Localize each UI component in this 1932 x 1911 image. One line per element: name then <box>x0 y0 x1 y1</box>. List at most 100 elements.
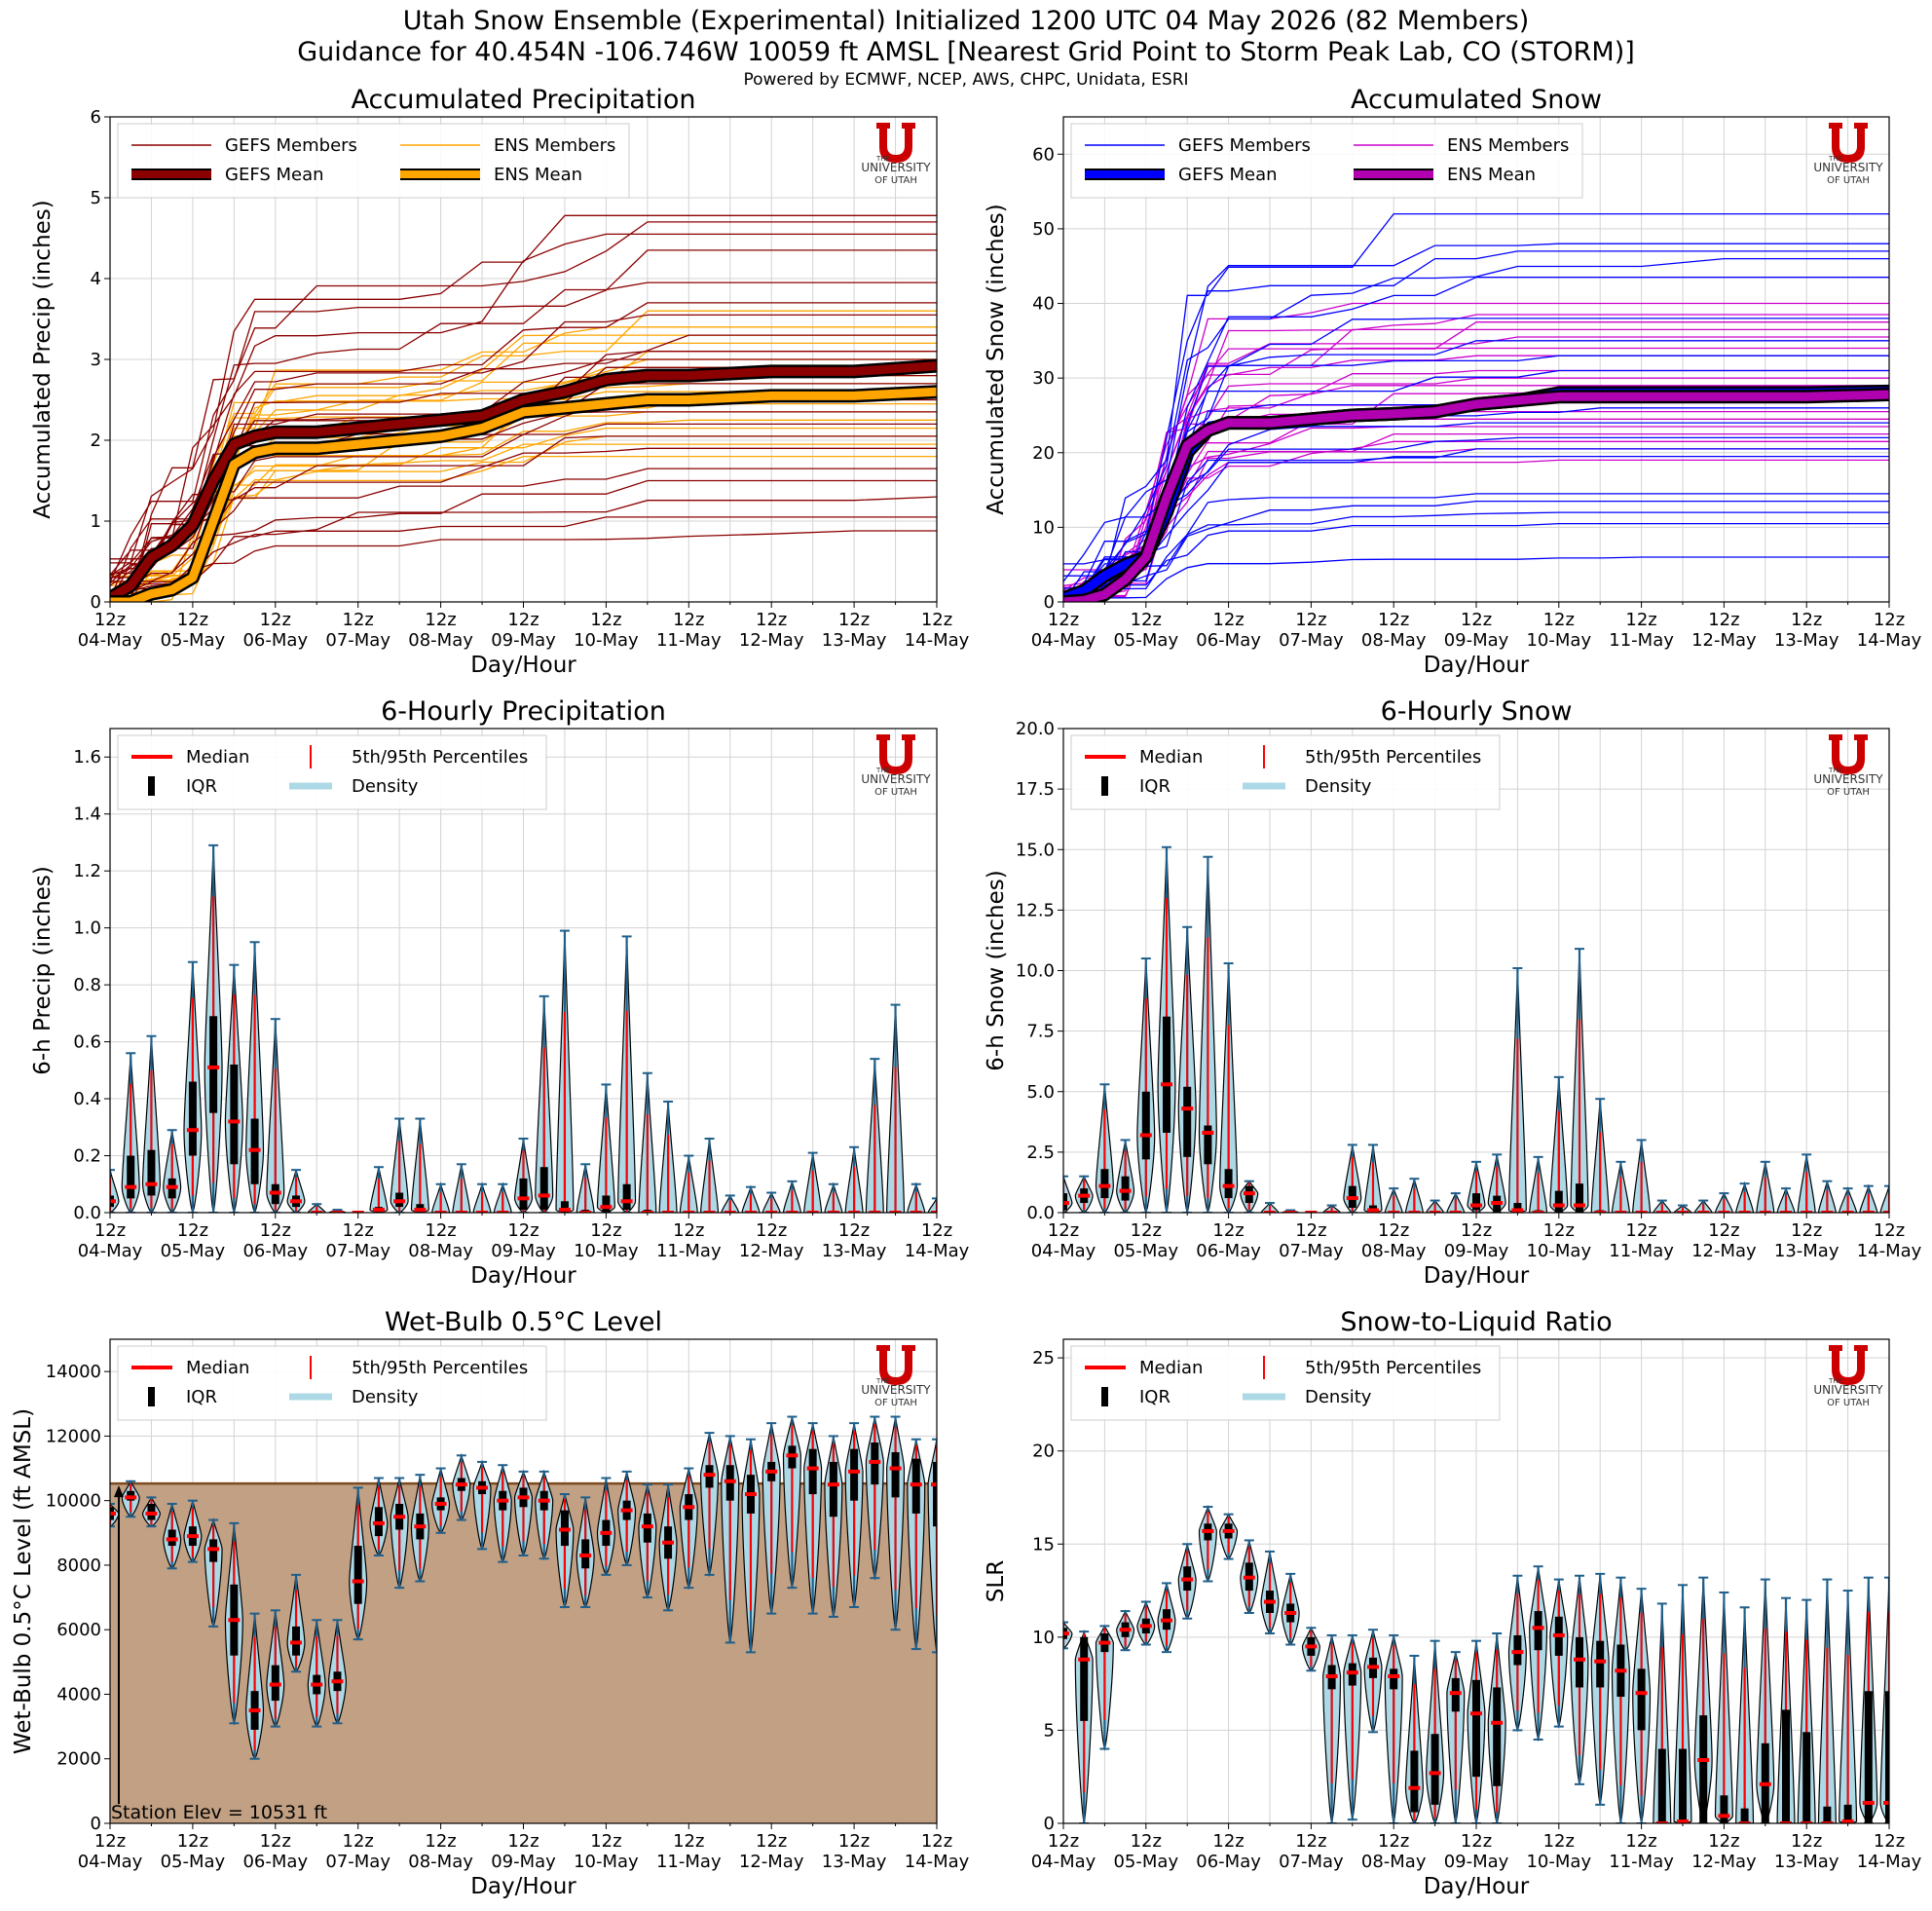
violin-24 <box>1549 1578 1569 1729</box>
violin-6 <box>1177 925 1197 1213</box>
violin-13 <box>369 1166 389 1213</box>
x-tick-hour-label: 12z <box>343 1220 374 1241</box>
violin-22 <box>1507 1574 1527 1733</box>
logo-text-of-utah: OF UTAH <box>1827 1398 1870 1408</box>
figure-subtitle: Guidance for 40.454N -106.746W 10059 ft … <box>297 37 1635 67</box>
iqr-bar <box>1183 1086 1192 1157</box>
logo-text-the: THE <box>1828 155 1842 163</box>
ens-member-line <box>110 334 937 602</box>
legend-box <box>1070 123 1583 199</box>
utah-u-mark <box>1829 123 1868 163</box>
logo-text-university: UNIVERSITY <box>1813 1383 1883 1397</box>
violin-density <box>927 1197 937 1213</box>
legend-label-iqr: IQR <box>186 776 217 797</box>
x-tick-day-label: 06-May <box>242 1852 308 1872</box>
violin-1 <box>1074 1175 1094 1213</box>
legend-label-median: Median <box>1139 747 1203 768</box>
violin-3 <box>163 1502 182 1570</box>
x-tick-day-label: 07-May <box>325 630 390 651</box>
gefs-member-line <box>110 423 937 586</box>
x-tick-hour-label: 12z <box>921 610 952 630</box>
x-tick-hour-label: 12z <box>425 1220 456 1241</box>
violin-33 <box>1735 1180 1755 1213</box>
iqr-bar <box>1576 1183 1583 1213</box>
violin-0 <box>110 1502 120 1528</box>
x-tick-hour-label: 12z <box>260 610 291 630</box>
logo-text-the: THE <box>1828 767 1842 774</box>
x-tick-hour-label: 12z <box>590 1220 621 1241</box>
violin-34 <box>1756 1160 1775 1213</box>
violin-33 <box>1735 1606 1755 1823</box>
iqr-bar <box>1864 1691 1873 1823</box>
station-elevation-annotation: Station Elev = 10531 ft <box>111 1802 327 1823</box>
x-tick-hour-label: 12z <box>177 1220 208 1241</box>
y-tick-label: 2000 <box>56 1749 101 1770</box>
violin-30 <box>1673 1204 1692 1213</box>
legend-label-percentile: 5th/95th Percentiles <box>1305 747 1481 768</box>
violin-33 <box>782 1180 801 1213</box>
iqr-bar <box>188 1081 197 1156</box>
x-axis-label: Day/Hour <box>470 1263 576 1289</box>
legend-swatch-iqr <box>1101 1387 1108 1406</box>
legend-swatch-iqr <box>1101 776 1108 796</box>
x-tick-day-label: 05-May <box>161 1241 226 1261</box>
x-tick-hour-label: 12z <box>1625 1220 1656 1241</box>
chart-slr: 051015202512z04-May12z05-May12z06-May12z… <box>984 1307 1922 1899</box>
x-tick-hour-label: 12z <box>921 1220 952 1241</box>
x-tick-day-label: 09-May <box>491 1241 556 1261</box>
violin-8 <box>1219 1513 1239 1560</box>
iqr-bar <box>1472 1193 1480 1211</box>
violin-35 <box>1776 1186 1796 1213</box>
y-tick-label: 12.5 <box>1016 900 1055 920</box>
x-tick-hour-label: 12z <box>1791 1831 1822 1852</box>
gefs-member-line <box>1063 511 1889 592</box>
plot-area <box>1063 212 1889 602</box>
x-tick-day-label: 09-May <box>1444 630 1509 651</box>
violin-18 <box>1426 1199 1445 1213</box>
y-axis-label: 6-h Snow (inches) <box>984 870 1009 1070</box>
iqr-bar <box>353 1546 362 1604</box>
violin-29 <box>700 1432 720 1577</box>
y-tick-label: 40 <box>1032 294 1055 315</box>
violin-26 <box>638 1071 657 1213</box>
axes-frame <box>1062 1338 1890 1824</box>
y-tick-label: 0 <box>91 592 101 613</box>
legend-swatch-iqr <box>148 776 155 796</box>
legend: Median IQR 5th/95th Percentiles Density <box>1070 734 1501 810</box>
violin-13 <box>1322 1633 1342 1823</box>
violin-36 <box>844 1145 864 1213</box>
x-tick-day-label: 07-May <box>1279 630 1344 651</box>
violin-32 <box>762 1190 781 1213</box>
iqr-bar <box>1204 1125 1212 1165</box>
y-tick-label: 15 <box>1032 1534 1055 1555</box>
x-tick-hour-label: 12z <box>94 1831 126 1852</box>
legend-box <box>117 123 630 199</box>
y-tick-label: 1.0 <box>73 918 101 939</box>
x-tick-day-label: 11-May <box>1609 1852 1674 1872</box>
iqr-bar <box>539 1167 548 1211</box>
violin-19 <box>1446 1651 1466 1823</box>
violin-22 <box>555 1493 575 1609</box>
y-tick-label: 10.0 <box>1016 961 1055 982</box>
utah-u-mark <box>1829 734 1868 774</box>
y-axis-label: Accumulated Precip (inches) <box>30 200 56 519</box>
iqr-bar <box>1679 1748 1687 1823</box>
y-tick-label: 0 <box>1044 1814 1055 1834</box>
legend-box <box>1070 734 1501 810</box>
x-tick-hour-label: 12z <box>1212 1831 1244 1852</box>
plot-area <box>110 843 937 1213</box>
chart-six_hour_snow: 0.02.55.07.510.012.515.017.520.012z04-Ma… <box>984 696 1922 1289</box>
violin-5 <box>1157 845 1176 1213</box>
logo-text-of-utah: OF UTAH <box>874 175 917 186</box>
x-tick-day-label: 12-May <box>739 1852 804 1872</box>
x-tick-hour-label: 12z <box>425 610 456 630</box>
gefs-member-line <box>1063 500 1889 602</box>
x-tick-hour-label: 12z <box>343 1831 374 1852</box>
x-tick-day-label: 11-May <box>1609 1241 1674 1261</box>
iqr-bar <box>1080 1636 1089 1721</box>
violin-39 <box>907 1181 926 1213</box>
violin-28 <box>1632 1139 1652 1213</box>
logo-text-university: UNIVERSITY <box>861 161 931 174</box>
